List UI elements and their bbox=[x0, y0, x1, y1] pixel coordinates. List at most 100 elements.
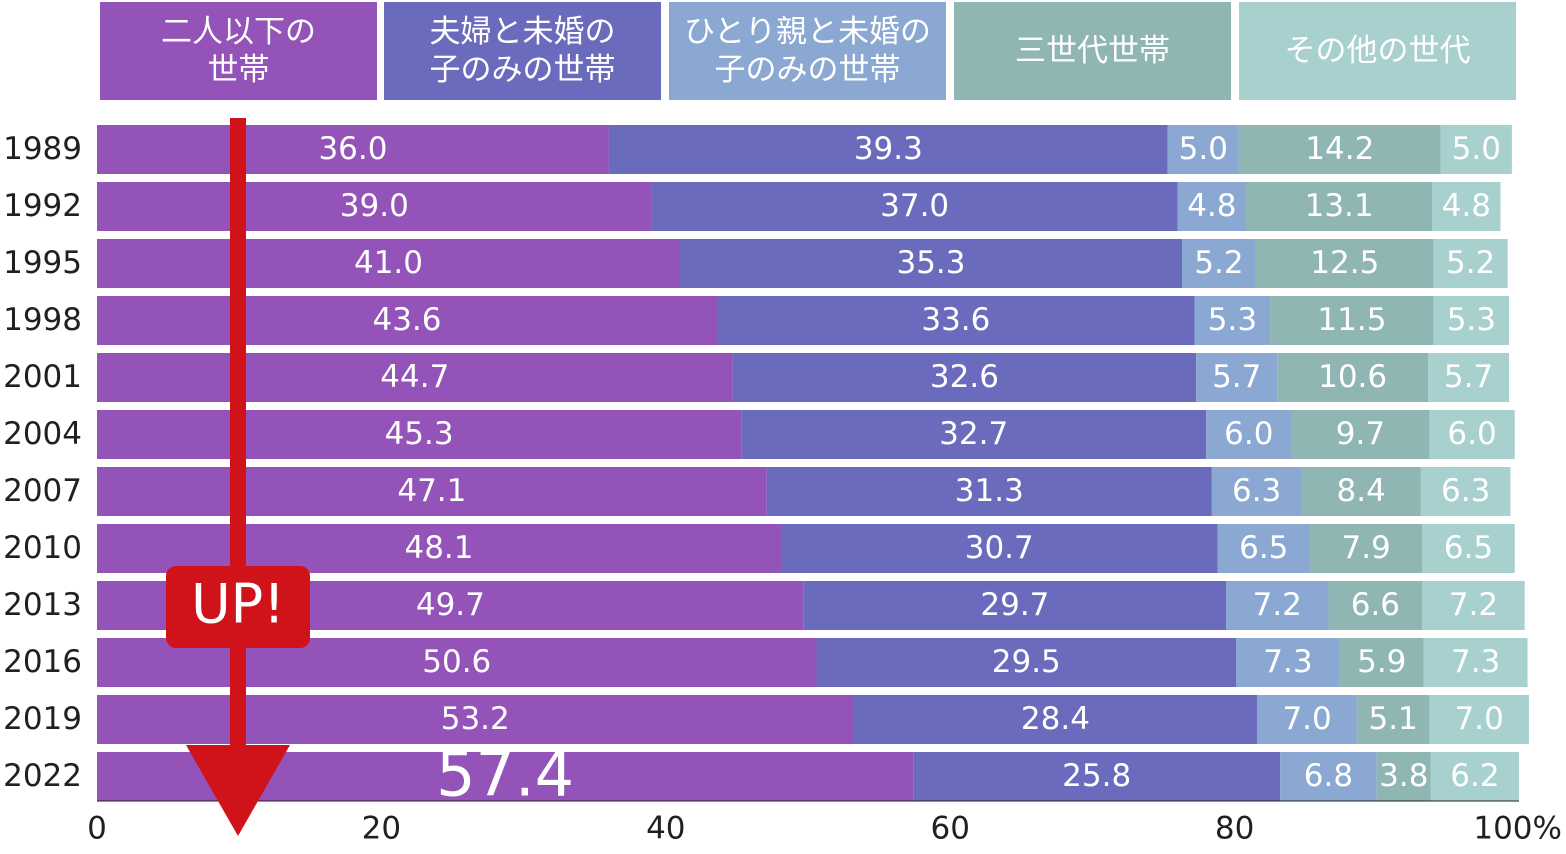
year-label-2001: 2001 bbox=[3, 359, 82, 395]
value-label-2001-s5: 5.7 bbox=[1444, 359, 1493, 395]
bar-segment-2007-s1 bbox=[97, 467, 767, 516]
bar-segment-2001-s4 bbox=[1277, 353, 1428, 402]
value-label-2001-s2: 32.6 bbox=[930, 359, 999, 395]
value-label-1989-s2: 39.3 bbox=[854, 131, 923, 167]
bar-segment-1995-s4 bbox=[1255, 239, 1434, 288]
year-label-2022: 2022 bbox=[3, 758, 82, 794]
bar-segment-1998-s3 bbox=[1194, 296, 1271, 345]
bar-segment-1995-s5 bbox=[1433, 239, 1508, 288]
value-label-2010-s3: 6.5 bbox=[1239, 530, 1288, 566]
value-label-1992-s4: 13.1 bbox=[1305, 188, 1374, 224]
bar-segment-2019-s1 bbox=[97, 695, 854, 744]
x-tick-label-80: 80 bbox=[1215, 811, 1254, 847]
bar-segment-1998-s2 bbox=[716, 296, 1195, 345]
value-label-1989-s5: 5.0 bbox=[1452, 131, 1501, 167]
bar-segment-2016-s2 bbox=[816, 638, 1237, 687]
bar-segment-2022-s3 bbox=[1280, 752, 1377, 801]
value-label-1995-s3: 5.2 bbox=[1194, 245, 1243, 281]
value-label-2016-s3: 7.3 bbox=[1263, 644, 1312, 680]
value-label-2022-s4: 3.8 bbox=[1379, 758, 1428, 794]
year-label-2007: 2007 bbox=[3, 473, 82, 509]
bar-segment-2016-s5 bbox=[1423, 638, 1528, 687]
bar-segment-1992-s2 bbox=[651, 182, 1178, 231]
bar-segment-2007-s5 bbox=[1420, 467, 1511, 516]
bar-segment-2019-s3 bbox=[1257, 695, 1357, 744]
value-label-2004-s4: 9.7 bbox=[1336, 416, 1385, 452]
value-label-1995-s2: 35.3 bbox=[896, 245, 965, 281]
bar-segment-2013-s3 bbox=[1226, 581, 1329, 630]
value-label-2010-s2: 30.7 bbox=[965, 530, 1034, 566]
bar-segment-2016-s4 bbox=[1339, 638, 1424, 687]
year-label-1992: 1992 bbox=[3, 188, 82, 224]
bar-segment-1989-s4 bbox=[1238, 125, 1441, 174]
bar-segment-1989-s2 bbox=[608, 125, 1168, 174]
value-label-2010-s4: 7.9 bbox=[1341, 530, 1390, 566]
value-label-2019-s4: 5.1 bbox=[1368, 701, 1417, 737]
value-label-1995-s1: 41.0 bbox=[354, 245, 423, 281]
bar-segment-2004-s3 bbox=[1206, 410, 1292, 459]
year-label-1989: 1989 bbox=[3, 131, 82, 167]
bar-segment-2001-s1 bbox=[97, 353, 733, 402]
value-label-2004-s1: 45.3 bbox=[385, 416, 454, 452]
bar-segment-1992-s4 bbox=[1245, 182, 1433, 231]
legend-item-single-parent: ひとり親と未婚の 子のみの世帯 bbox=[669, 2, 946, 100]
year-label-2004: 2004 bbox=[3, 416, 82, 452]
value-label-2019-s5: 7.0 bbox=[1455, 701, 1504, 737]
value-label-1992-s1: 39.0 bbox=[340, 188, 409, 224]
bar-segment-2010-s3 bbox=[1217, 524, 1310, 573]
bar-segment-1995-s3 bbox=[1181, 239, 1256, 288]
bar-segment-2013-s2 bbox=[803, 581, 1227, 630]
value-label-2010-s5: 6.5 bbox=[1444, 530, 1493, 566]
value-label-2004-s2: 32.7 bbox=[939, 416, 1008, 452]
bar-segment-1992-s1 bbox=[97, 182, 652, 231]
bar-segment-1998-s1 bbox=[97, 296, 717, 345]
bar-segment-1995-s2 bbox=[680, 239, 1182, 288]
value-label-2001-s4: 10.6 bbox=[1318, 359, 1387, 395]
legend-item-other: その他の世代 bbox=[1239, 2, 1516, 100]
value-label-1989-s3: 5.0 bbox=[1179, 131, 1228, 167]
bar-segment-1998-s5 bbox=[1433, 296, 1510, 345]
value-label-2004-s5: 6.0 bbox=[1447, 416, 1496, 452]
value-label-1998-s1: 43.6 bbox=[372, 302, 441, 338]
value-label-2013-s5: 7.2 bbox=[1449, 587, 1498, 623]
value-label-2007-s3: 6.3 bbox=[1232, 473, 1281, 509]
value-label-2007-s4: 8.4 bbox=[1337, 473, 1386, 509]
value-label-2013-s2: 29.7 bbox=[980, 587, 1049, 623]
value-label-1992-s5: 4.8 bbox=[1442, 188, 1491, 224]
year-label-2016: 2016 bbox=[3, 644, 82, 680]
bar-segment-2022-s4 bbox=[1376, 752, 1431, 801]
bar-segment-2004-s4 bbox=[1291, 410, 1430, 459]
value-label-1995-s5: 5.2 bbox=[1446, 245, 1495, 281]
value-label-2010-s1: 48.1 bbox=[404, 530, 473, 566]
value-label-2001-s3: 5.7 bbox=[1212, 359, 1261, 395]
bar-segment-2019-s2 bbox=[853, 695, 1258, 744]
bar-segment-2010-s2 bbox=[780, 524, 1218, 573]
year-label-2010: 2010 bbox=[3, 530, 82, 566]
bar-segment-2019-s4 bbox=[1356, 695, 1430, 744]
value-label-2019-s2: 28.4 bbox=[1021, 701, 1090, 737]
bar-segment-1998-s4 bbox=[1270, 296, 1434, 345]
value-label-1998-s4: 11.5 bbox=[1317, 302, 1386, 338]
year-label-1998: 1998 bbox=[3, 302, 82, 338]
x-tick-label-40: 40 bbox=[646, 811, 685, 847]
value-label-2016-s2: 29.5 bbox=[992, 644, 1061, 680]
bar-segment-1989-s3 bbox=[1167, 125, 1239, 174]
bar-segment-1989-s1 bbox=[97, 125, 609, 174]
legend-item-three-generation: 三世代世帯 bbox=[954, 2, 1231, 100]
value-label-2007-s1: 47.1 bbox=[397, 473, 466, 509]
value-label-2016-s4: 5.9 bbox=[1357, 644, 1406, 680]
value-label-2022-s2: 25.8 bbox=[1062, 758, 1131, 794]
value-label-2022-s5: 6.2 bbox=[1450, 758, 1499, 794]
year-label-2019: 2019 bbox=[3, 701, 82, 737]
bar-segment-2001-s2 bbox=[732, 353, 1197, 402]
value-label-2022-s3: 6.8 bbox=[1304, 758, 1353, 794]
bar-segment-1992-s3 bbox=[1177, 182, 1246, 231]
bar-segment-2004-s5 bbox=[1429, 410, 1515, 459]
year-label-1995: 1995 bbox=[3, 245, 82, 281]
value-label-2007-s5: 6.3 bbox=[1441, 473, 1490, 509]
value-label-1992-s3: 4.8 bbox=[1187, 188, 1236, 224]
year-label-2013: 2013 bbox=[3, 587, 82, 623]
value-label-1989-s1: 36.0 bbox=[318, 131, 387, 167]
x-tick-label-0: 0 bbox=[87, 811, 107, 847]
